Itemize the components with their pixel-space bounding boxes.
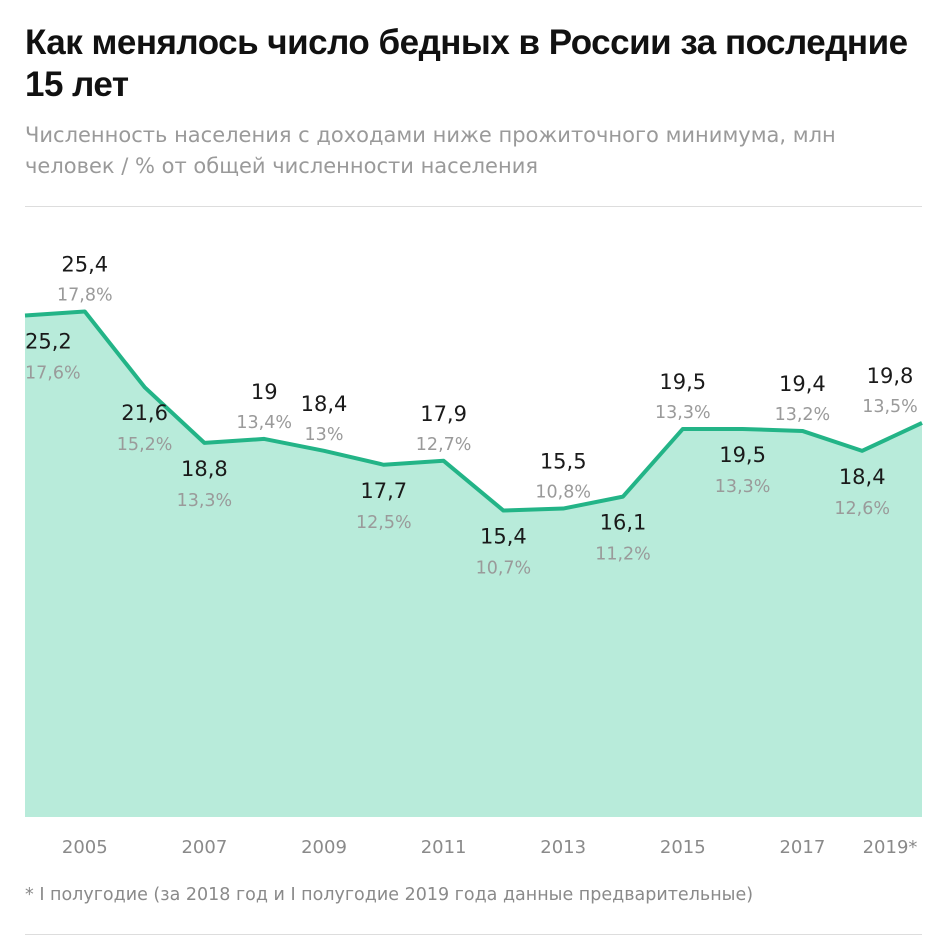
value-label: 19,4 [779,372,826,396]
value-label: 19,5 [659,370,706,394]
x-tick-label: 2017 [779,837,825,858]
value-label: 17,7 [360,479,407,503]
percent-label: 13% [305,425,344,445]
value-label: 21,6 [121,401,168,425]
percent-label: 13,3% [655,403,711,423]
percent-label: 13,3% [715,477,771,497]
percent-label: 12,7% [416,435,472,455]
percent-label: 11,2% [595,545,651,565]
percent-label: 10,7% [476,559,532,579]
chart-title: Как менялось число бедных в России за по… [25,23,908,104]
footnote: * I полугодие (за 2018 год и I полугодие… [25,885,754,905]
chart-area: 25,2 17,6% 25,4 17,8% 21,6 15,2% 18,8 13,3% 19 13… [24,253,923,858]
value-label: 25,2 [25,330,72,354]
percent-label: 12,6% [834,499,890,519]
percent-label: 15,2% [117,435,173,455]
percent-label: 13,5% [862,397,918,417]
percent-label: 17,8% [57,286,113,306]
x-tick-label: 2013 [540,837,586,858]
top-divider [25,206,922,207]
value-label: 18,4 [301,392,348,416]
value-label: 18,8 [181,457,228,481]
value-label: 17,9 [420,402,467,426]
percent-label: 13,2% [775,405,831,425]
x-tick-label: 2015 [660,837,706,858]
value-label: 19,5 [719,443,766,467]
chart-subtitle: Численность населения с доходами ниже пр… [25,123,836,178]
value-label: 15,5 [540,450,587,474]
percent-label: 12,5% [356,513,412,533]
x-tick-label: 2019* [863,837,918,858]
x-tick-label: 2009 [301,837,347,858]
value-label: 15,4 [480,525,527,549]
x-tick-label: 2007 [181,837,227,858]
bottom-divider [25,934,922,935]
percent-label: 13,4% [236,413,292,433]
value-label: 16,1 [600,511,647,535]
x-tick-label: 2005 [62,837,108,858]
x-tick-label: 2011 [421,837,467,858]
percent-label: 17,6% [25,364,81,384]
value-label: 18,4 [839,465,886,489]
value-label: 25,4 [61,253,108,277]
value-label: 19,8 [867,364,914,388]
percent-label: 10,8% [535,483,591,503]
area-fill [25,311,922,817]
value-label: 19 [251,380,278,404]
series-line [24,309,923,513]
percent-label: 13,3% [177,491,233,511]
